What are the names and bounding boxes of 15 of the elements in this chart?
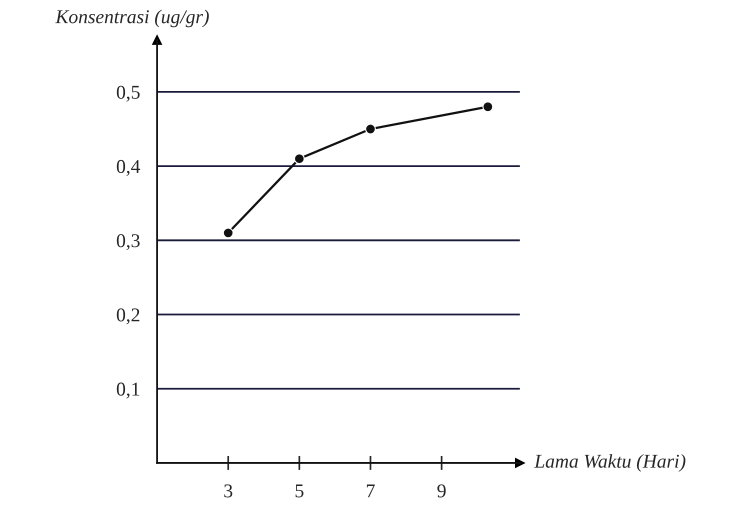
y-tick-label: 0,2 — [116, 308, 140, 324]
point — [482, 101, 494, 112]
y-tick-label: 0,5 — [116, 86, 140, 102]
y-tick-label: 0,1 — [116, 382, 140, 398]
y-tick-label: 0,4 — [116, 160, 140, 176]
x-tick-label: 5 — [296, 484, 304, 498]
x-tick-label: 3 — [224, 484, 232, 498]
x-tick-label: 7 — [366, 484, 375, 498]
y-axis-title: Konsentrasi (ug/gr) — [55, 10, 209, 28]
point — [294, 153, 305, 164]
point — [365, 124, 376, 134]
x-tick-label: 9 — [437, 484, 446, 498]
x-axis-title: Lama Waktu (Hari) — [534, 454, 686, 472]
point — [222, 228, 234, 238]
y-tick-label: 0,3 — [116, 234, 140, 250]
